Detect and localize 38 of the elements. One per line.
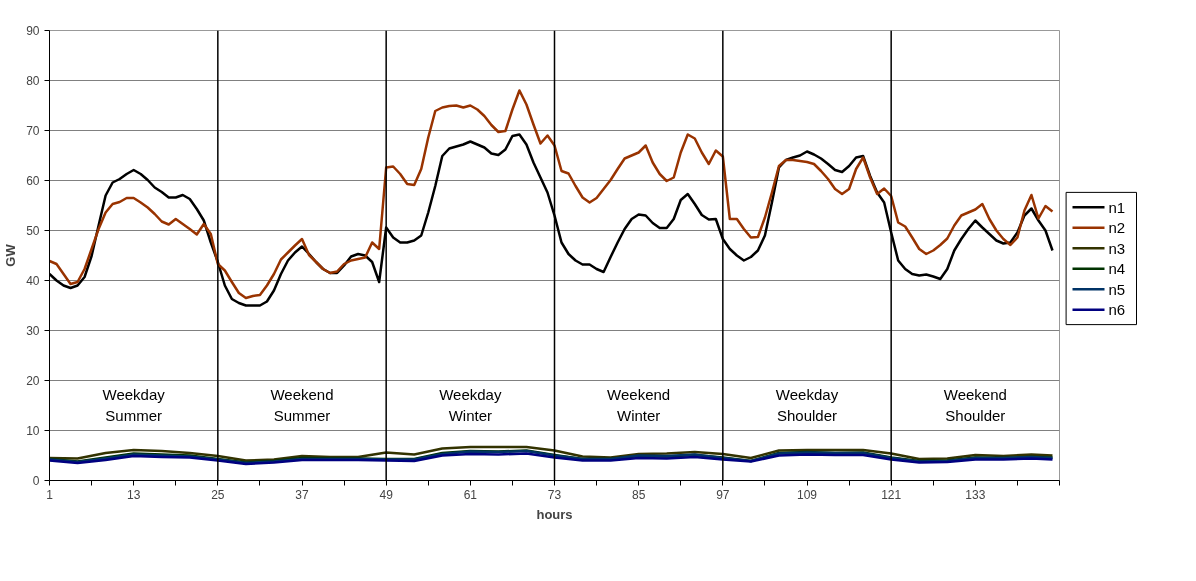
line-series [49, 89, 1054, 300]
x-tick-label: 133 [965, 487, 986, 502]
x-tick-label: 73 [547, 487, 562, 502]
x-tick-label: 61 [463, 487, 478, 502]
y-tick-label: 70 [26, 124, 40, 138]
annotation: Weekday Winter [439, 386, 502, 424]
x-tick-label: 109 [796, 487, 818, 502]
y-tick-label: 90 [26, 24, 40, 38]
y-tick-label: 0 [32, 474, 40, 488]
x-tick-label: 13 [126, 487, 141, 502]
y-tick-label: 10 [26, 424, 40, 438]
x-tick-label: 49 [379, 487, 394, 502]
x-tick-label: 1 [46, 487, 54, 502]
line-series [49, 445, 1054, 462]
x-tick-label: 25 [211, 487, 225, 502]
y-tick-label: 60 [26, 174, 40, 188]
legend-label: n5 [1108, 280, 1126, 298]
legend-label: n2 [1108, 219, 1126, 237]
annotation: Weekend Shoulder [943, 386, 1007, 424]
y-tick-label: 50 [26, 224, 40, 238]
y-axis-title: GW [3, 243, 19, 267]
y-tick-label: 30 [26, 324, 40, 338]
legend-label: n3 [1108, 239, 1126, 257]
annotation: Weekend Summer [270, 386, 334, 424]
annotation: Weekday Shoulder [775, 386, 839, 424]
legend-label: n6 [1108, 301, 1126, 319]
y-tick-label: 80 [26, 74, 40, 88]
x-tick-label: 85 [631, 487, 646, 502]
legend-label: n4 [1108, 260, 1126, 278]
y-tick-label: 20 [26, 374, 40, 388]
legend-label: n1 [1108, 198, 1126, 216]
x-tick-label: 97 [716, 487, 730, 502]
annotation: Weekend Winter [607, 386, 671, 424]
x-axis-title: hours [536, 506, 573, 522]
y-tick-label: 40 [26, 274, 40, 288]
x-tick-label: 37 [295, 487, 309, 502]
x-tick-label: 121 [881, 487, 902, 502]
annotation: Weekday Summer [102, 386, 166, 424]
